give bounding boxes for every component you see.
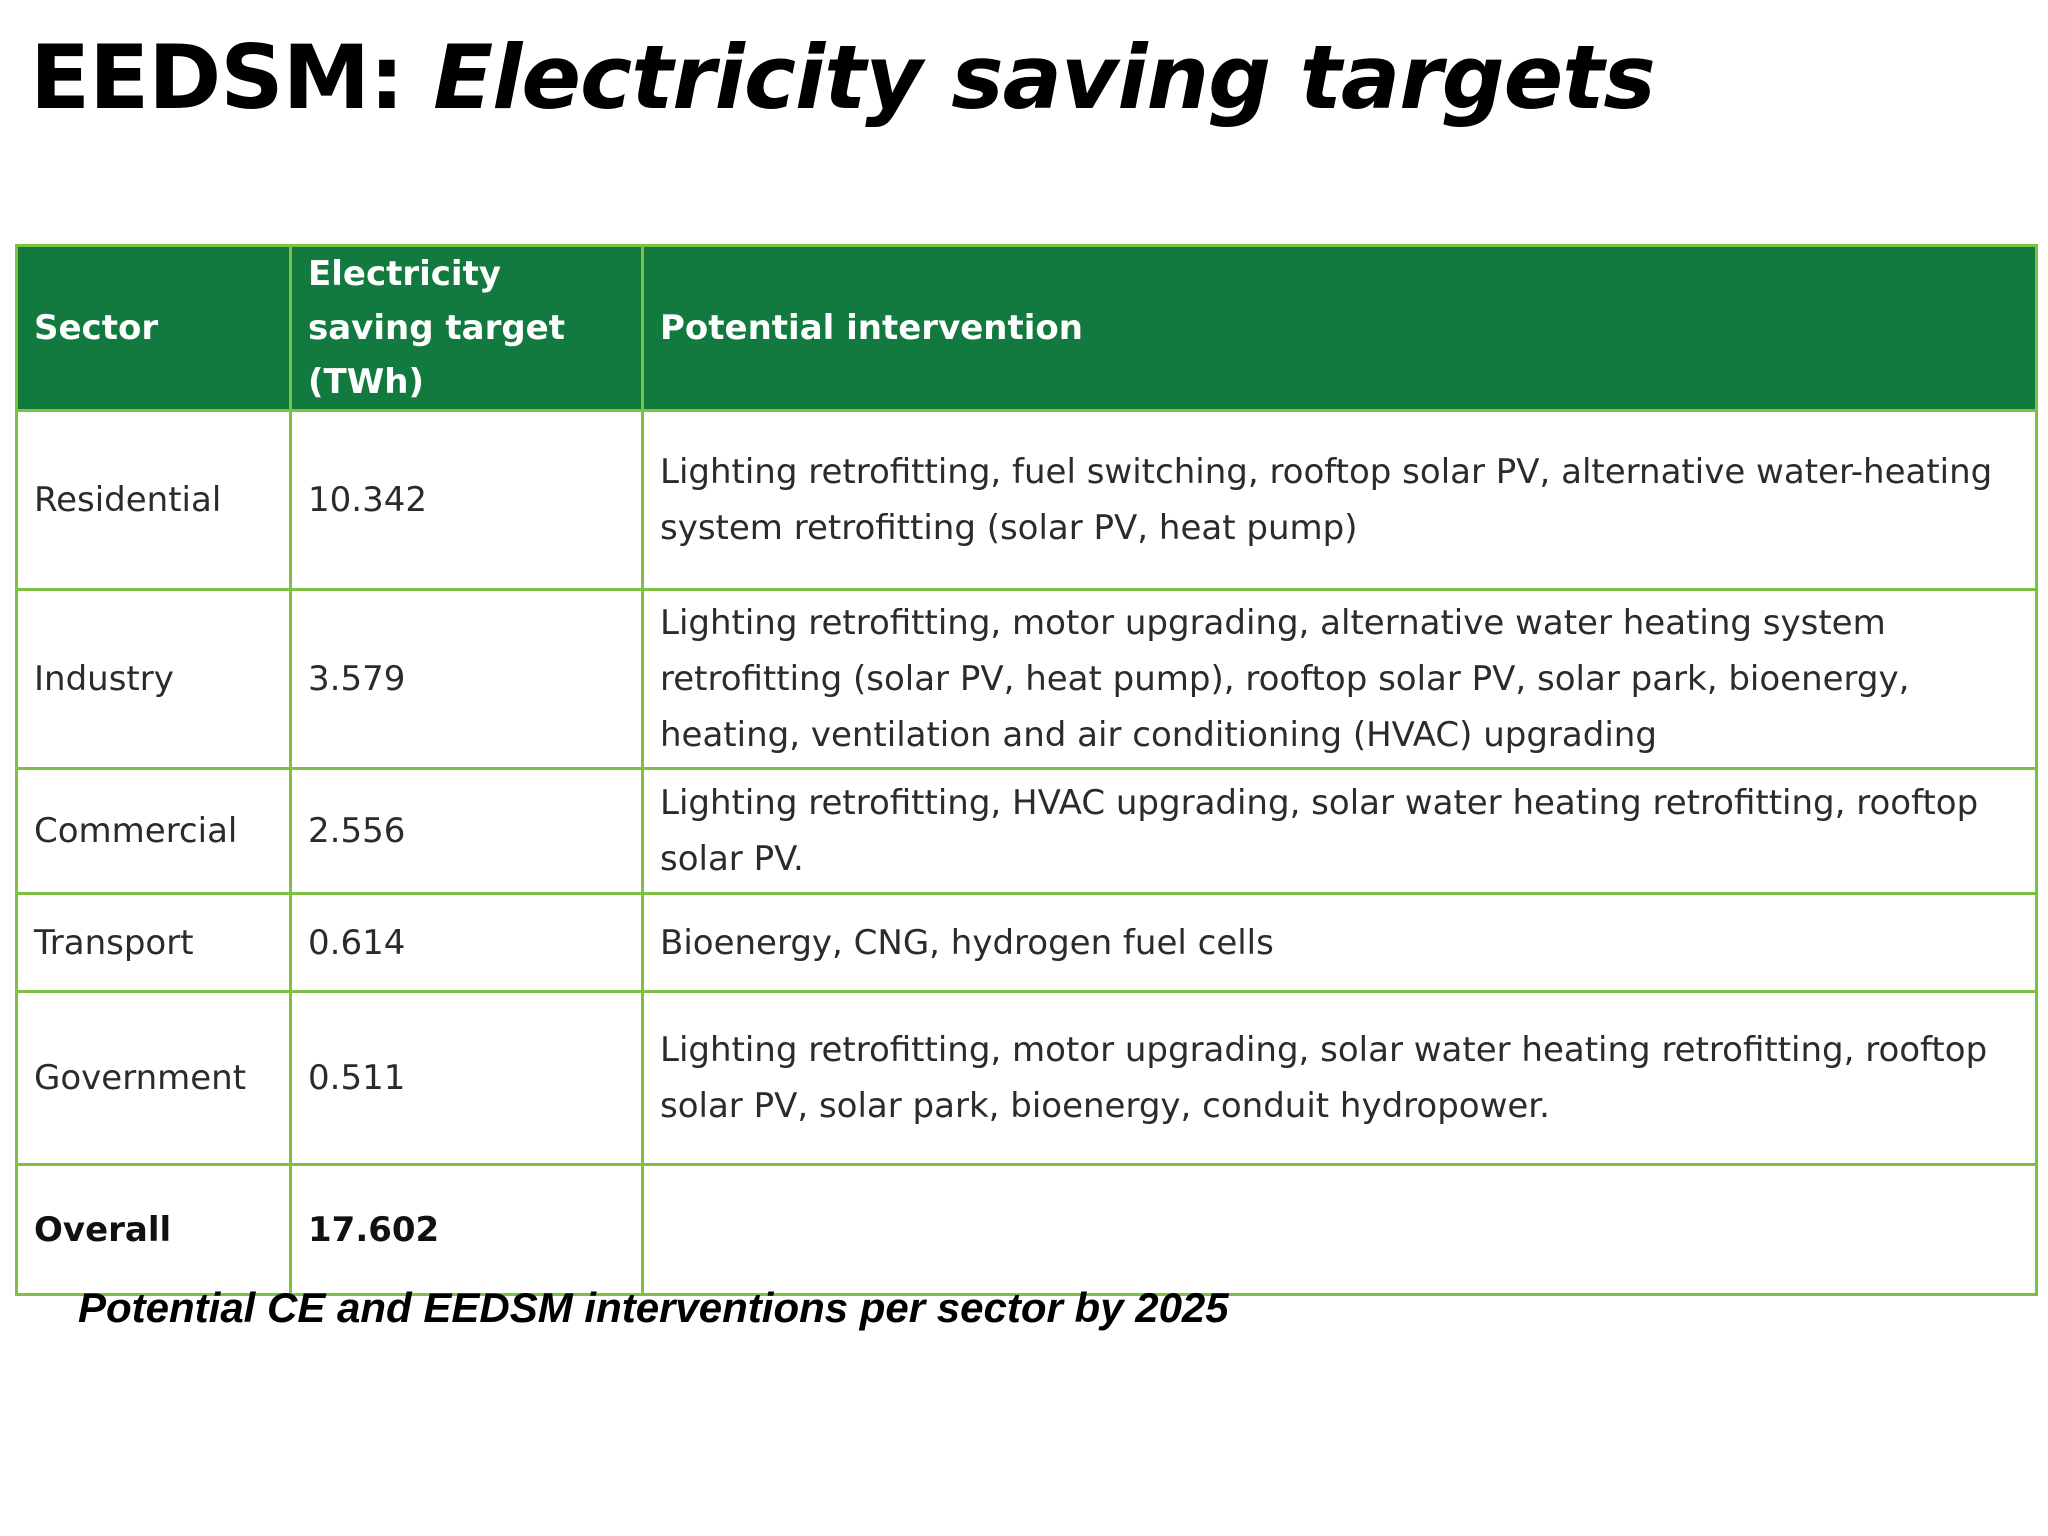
target-cell: 3.579 [289, 588, 644, 770]
target-cell: 0.614 [289, 892, 644, 993]
table-header-row: Sector Electricity saving target (TWh) P… [15, 244, 2038, 412]
intervention-cell: Lighting retrofitting, motor upgrading, … [641, 588, 2038, 770]
intervention-cell: Lighting retrofitting, motor upgrading, … [641, 990, 2038, 1166]
title-italic: Electricity saving targets [433, 26, 1656, 129]
table-row: Industry 3.579 Lighting retrofitting, mo… [15, 588, 2038, 770]
intervention-cell: Lighting retrofitting, HVAC upgrading, s… [641, 767, 2038, 895]
table-row: Transport 0.614 Bioenergy, CNG, hydrogen… [15, 892, 2038, 993]
target-cell: 2.556 [289, 767, 644, 895]
header-target: Electricity saving target (TWh) [289, 244, 644, 412]
intervention-cell: Bioenergy, CNG, hydrogen fuel cells [641, 892, 2038, 993]
header-sector: Sector [15, 244, 292, 412]
intervention-cell: Lighting retrofitting, fuel switching, r… [641, 409, 2038, 591]
table-total-row: Overall 17.602 [15, 1163, 2038, 1296]
overall-label: Overall [15, 1163, 292, 1296]
sector-cell: Commercial [15, 767, 292, 895]
target-cell: 10.342 [289, 409, 644, 591]
title-prefix: EEDSM: [30, 26, 434, 129]
sector-cell: Transport [15, 892, 292, 993]
targets-table: Sector Electricity saving target (TWh) P… [15, 244, 2038, 1296]
table-caption: Potential CE and EEDSM interventions per… [78, 1284, 1229, 1331]
overall-intervention [641, 1163, 2038, 1296]
table-row: Commercial 2.556 Lighting retrofitting, … [15, 767, 2038, 895]
targets-table-container: Sector Electricity saving target (TWh) P… [15, 244, 2038, 1296]
target-cell: 0.511 [289, 990, 644, 1166]
header-intervention: Potential intervention [641, 244, 2038, 412]
table-row: Government 0.511 Lighting retrofitting, … [15, 990, 2038, 1166]
overall-target: 17.602 [289, 1163, 644, 1296]
sector-cell: Residential [15, 409, 292, 591]
sector-cell: Government [15, 990, 292, 1166]
table-row: Residential 10.342 Lighting retrofitting… [15, 409, 2038, 591]
sector-cell: Industry [15, 588, 292, 770]
slide-title: EEDSM: Electricity saving targets [30, 18, 1656, 138]
